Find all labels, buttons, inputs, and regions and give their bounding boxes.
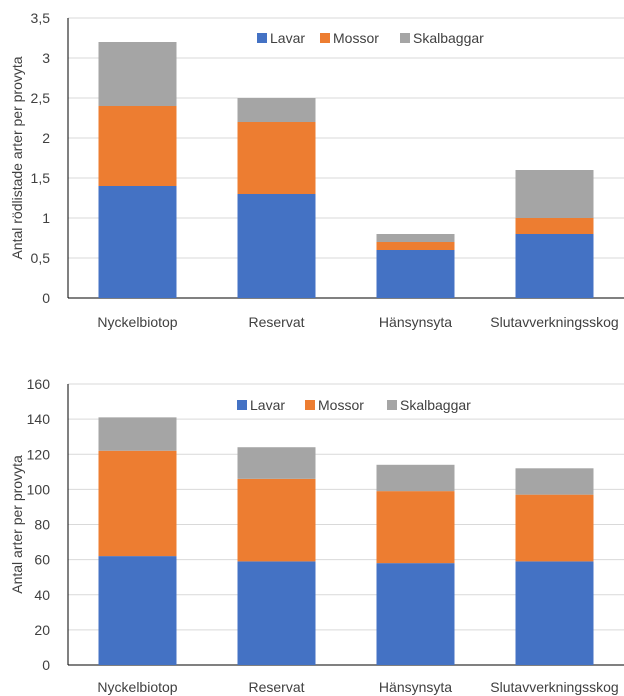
bar-lavar-1 bbox=[98, 556, 177, 665]
bar-skalbaggar-3 bbox=[376, 234, 455, 242]
x-tick-label: Nyckelbiotop bbox=[97, 679, 177, 695]
bar-mossor-3 bbox=[376, 491, 455, 564]
x-tick-label: Slutavverkningsskog bbox=[490, 314, 618, 330]
bar-mossor-2 bbox=[237, 478, 316, 562]
bar-mossor-4 bbox=[515, 218, 594, 234]
x-tick-label: Hänsynsyta bbox=[379, 679, 452, 695]
y-tick-label: 0,5 bbox=[31, 250, 51, 266]
y-tick-label: 140 bbox=[27, 411, 51, 427]
bar-mossor-1 bbox=[98, 106, 177, 186]
y-tick-label: 0 bbox=[42, 290, 50, 306]
legend-label-lavar: Lavar bbox=[250, 397, 285, 413]
bar-mossor-3 bbox=[376, 242, 455, 250]
y-tick-label: 2 bbox=[42, 130, 50, 146]
x-tick-label: Reservat bbox=[248, 314, 304, 330]
legend-label-lavar: Lavar bbox=[270, 30, 305, 46]
y-tick-label: 80 bbox=[34, 517, 50, 533]
legend-swatch-lavar bbox=[237, 400, 247, 410]
y-tick-label: 40 bbox=[34, 587, 50, 603]
x-tick-label: Slutavverkningsskog bbox=[490, 679, 618, 695]
y-tick-label: 120 bbox=[27, 446, 51, 462]
legend-swatch-skalbaggar bbox=[400, 33, 410, 43]
legend-label-skalbaggar: Skalbaggar bbox=[400, 397, 471, 413]
legend-swatch-mossor bbox=[305, 400, 315, 410]
bar-mossor-2 bbox=[237, 122, 316, 194]
y-tick-label: 3,5 bbox=[31, 10, 51, 26]
x-tick-label: Nyckelbiotop bbox=[97, 314, 177, 330]
legend-swatch-skalbaggar bbox=[387, 400, 397, 410]
legend-label-mossor: Mossor bbox=[318, 397, 364, 413]
y-axis-title: Antal arter per provyta bbox=[9, 455, 25, 594]
legend-label-skalbaggar: Skalbaggar bbox=[413, 30, 484, 46]
y-axis-title: Antal rödlistade arter per provyta bbox=[9, 56, 25, 259]
y-tick-label: 1 bbox=[42, 210, 50, 226]
legend-swatch-mossor bbox=[320, 33, 330, 43]
y-tick-label: 0 bbox=[42, 657, 50, 673]
y-tick-label: 3 bbox=[42, 50, 50, 66]
bar-skalbaggar-2 bbox=[237, 447, 316, 479]
legend-label-mossor: Mossor bbox=[333, 30, 379, 46]
bar-lavar-4 bbox=[515, 561, 594, 665]
x-tick-label: Hänsynsyta bbox=[379, 314, 452, 330]
x-tick-label: Reservat bbox=[248, 679, 304, 695]
y-tick-label: 60 bbox=[34, 552, 50, 568]
bar-lavar-2 bbox=[237, 194, 316, 298]
y-tick-label: 100 bbox=[27, 481, 51, 497]
bar-skalbaggar-3 bbox=[376, 464, 455, 492]
bar-lavar-3 bbox=[376, 563, 455, 665]
bar-skalbaggar-1 bbox=[98, 417, 177, 451]
legend-swatch-lavar bbox=[257, 33, 267, 43]
bar-skalbaggar-4 bbox=[515, 170, 594, 218]
chart-red-listed-species: 0 0,5 1 1,5 2 2,5 3 3,5 Nyckelbiotop Reservat Häns… bbox=[9, 10, 624, 330]
y-tick-label: 2,5 bbox=[31, 90, 51, 106]
bar-skalbaggar-4 bbox=[515, 468, 594, 495]
bar-lavar-2 bbox=[237, 561, 316, 665]
bar-lavar-3 bbox=[376, 250, 455, 298]
bar-mossor-1 bbox=[98, 450, 177, 557]
y-tick-label: 20 bbox=[34, 622, 50, 638]
chart-all-species: 0 20 40 60 80 100 120 140 160 Nyckelbiotop Reserva… bbox=[9, 376, 624, 695]
bar-lavar-1 bbox=[98, 186, 177, 298]
bar-lavar-4 bbox=[515, 234, 594, 298]
y-tick-label: 160 bbox=[27, 376, 51, 392]
y-tick-label: 1,5 bbox=[31, 170, 51, 186]
bar-skalbaggar-1 bbox=[98, 42, 177, 106]
bar-skalbaggar-2 bbox=[237, 98, 316, 122]
bar-mossor-4 bbox=[515, 494, 594, 562]
